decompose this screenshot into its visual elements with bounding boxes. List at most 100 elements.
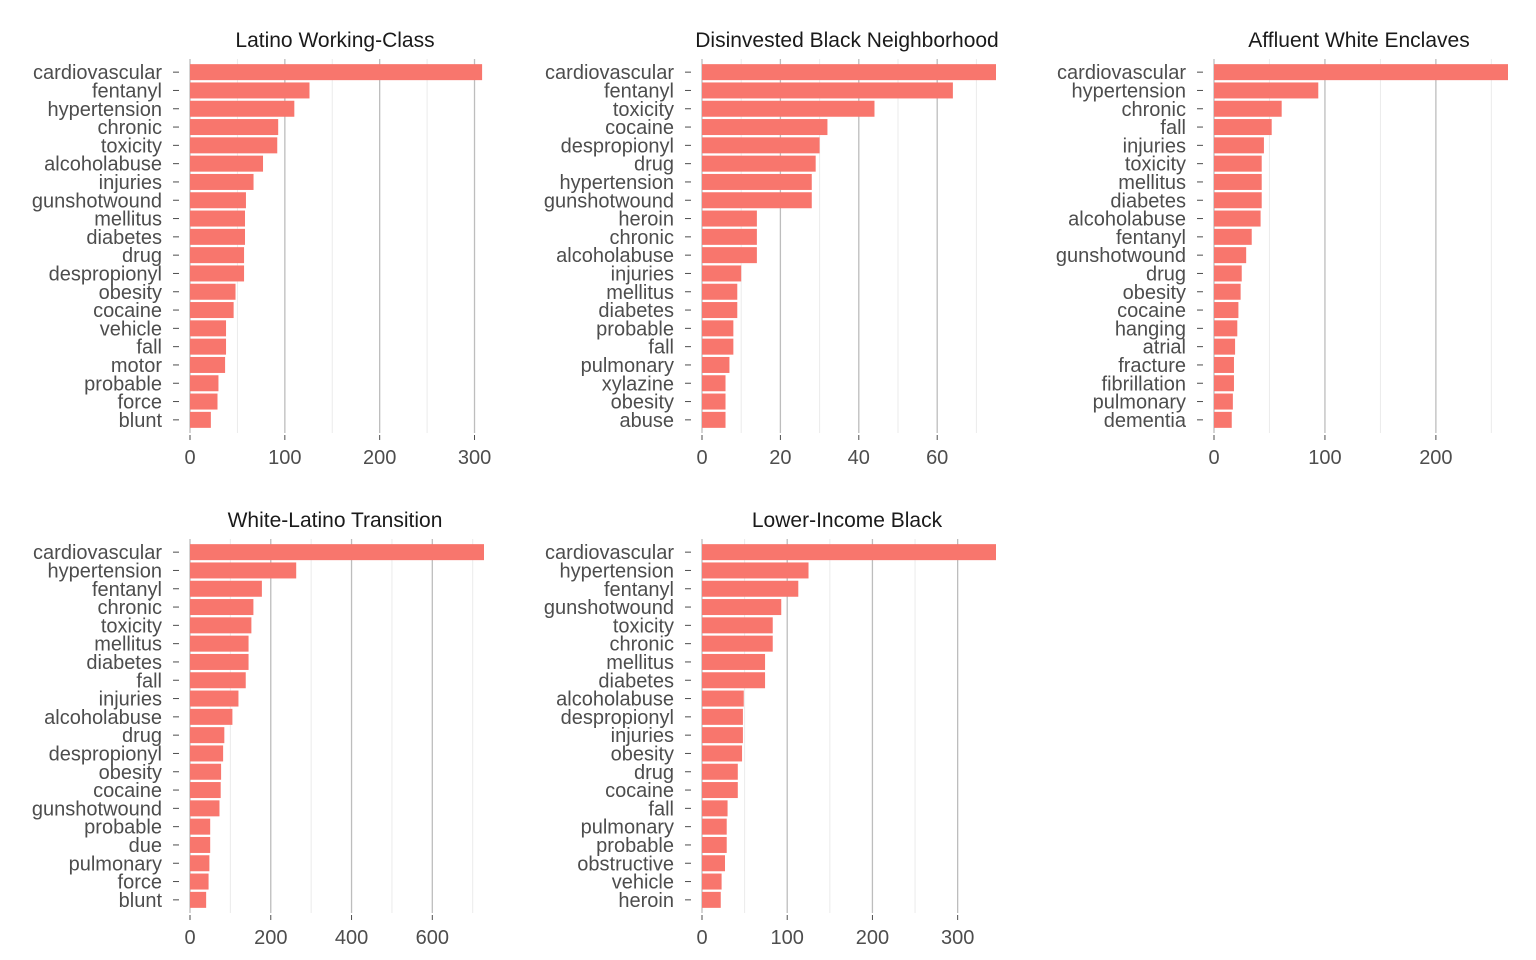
x-tick-label: 300 xyxy=(941,927,974,949)
category-label: toxicity xyxy=(613,615,674,637)
bar xyxy=(702,800,728,817)
category-label: gunshotwound xyxy=(32,798,162,820)
category-label: drug xyxy=(122,725,162,747)
category-label: drug xyxy=(634,154,674,176)
bar xyxy=(190,855,210,872)
bar xyxy=(190,119,279,136)
bar xyxy=(190,818,211,835)
category-label: fracture xyxy=(1118,355,1186,377)
category-label: alcoholabuse xyxy=(44,707,162,729)
category-label: toxicity xyxy=(101,135,162,157)
bar xyxy=(1214,192,1262,209)
x-tick-label: 200 xyxy=(1419,447,1452,469)
bar xyxy=(702,818,727,835)
category-label: despropionyl xyxy=(561,707,674,729)
category-label: force xyxy=(118,872,162,894)
x-tick-label: 100 xyxy=(771,927,804,949)
category-label: pulmonary xyxy=(581,817,674,839)
category-label: chronic xyxy=(98,597,162,619)
x-tick-label: 20 xyxy=(769,447,791,469)
category-label: cocaine xyxy=(1117,300,1186,322)
category-label: gunshotwound xyxy=(32,190,162,212)
category-label: atrial xyxy=(1143,337,1186,359)
bar xyxy=(702,782,738,799)
category-label: toxicity xyxy=(613,99,674,121)
bar xyxy=(702,302,738,319)
bar xyxy=(190,653,249,670)
category-label: despropionyl xyxy=(49,743,162,765)
category-label: hypertension xyxy=(1071,80,1186,102)
x-tick-label: 60 xyxy=(926,447,948,469)
bar xyxy=(190,320,227,337)
bar xyxy=(702,836,727,853)
bar xyxy=(702,562,809,579)
bar xyxy=(702,544,996,561)
category-label: chronic xyxy=(610,634,674,656)
x-tick-label: 0 xyxy=(184,447,195,469)
bar xyxy=(702,855,726,872)
category-label: heroin xyxy=(618,890,674,912)
category-label: mellitus xyxy=(606,282,674,304)
bar xyxy=(702,727,743,744)
category-label: fibrillation xyxy=(1102,373,1186,395)
category-label: despropionyl xyxy=(49,263,162,285)
category-label: injuries xyxy=(611,263,674,285)
category-label: heroin xyxy=(618,209,674,231)
x-tick-label: 300 xyxy=(458,447,491,469)
x-tick-label: 40 xyxy=(848,447,870,469)
bar xyxy=(702,173,812,190)
x-tick-label: 0 xyxy=(184,927,195,949)
facet-panel: Latino Working-Class cardiovascularfentan… xyxy=(32,29,491,469)
bar xyxy=(1214,338,1236,355)
category-label: chronic xyxy=(98,117,162,139)
bar xyxy=(190,228,246,245)
category-label: pulmonary xyxy=(1093,392,1186,414)
x-tick-label: 0 xyxy=(696,927,707,949)
category-label: cocaine xyxy=(605,117,674,139)
panel-title: Lower-Income Black xyxy=(752,509,943,532)
category-label: pulmonary xyxy=(69,853,162,875)
facet-panel: White-Latino Transition cardiovascularhyp… xyxy=(32,509,484,949)
bar xyxy=(702,247,757,264)
facet-panel: Lower-Income Black cardiovascularhyperten… xyxy=(544,509,996,949)
bar xyxy=(190,375,219,392)
bar xyxy=(702,82,953,99)
category-label: drug xyxy=(634,762,674,784)
category-label: diabetes xyxy=(86,227,162,249)
category-label: obstructive xyxy=(577,853,674,875)
category-label: cardiovascular xyxy=(33,542,162,564)
bar xyxy=(190,745,224,762)
x-tick-label: 0 xyxy=(1208,447,1219,469)
category-label: drug xyxy=(122,245,162,267)
bar xyxy=(190,247,245,264)
bar xyxy=(702,411,726,428)
category-label: fentanyl xyxy=(604,80,674,102)
category-label: alcoholabuse xyxy=(1068,209,1186,231)
category-label: dementia xyxy=(1104,410,1187,432)
bar xyxy=(190,708,233,725)
bar xyxy=(190,82,310,99)
x-tick-label: 0 xyxy=(696,447,707,469)
bar xyxy=(190,338,227,355)
category-label: diabetes xyxy=(598,670,674,692)
category-label: obesity xyxy=(611,743,674,765)
bar xyxy=(190,562,297,579)
category-label: injuries xyxy=(611,725,674,747)
category-label: alcoholabuse xyxy=(556,245,674,267)
bar xyxy=(702,580,799,597)
category-label: fall xyxy=(1160,117,1186,139)
category-label: cocaine xyxy=(93,780,162,802)
panel-title: Affluent White Enclaves xyxy=(1248,29,1469,52)
category-label: hypertension xyxy=(47,560,162,582)
category-label: cardiovascular xyxy=(1057,62,1186,84)
bar xyxy=(702,891,721,908)
bar xyxy=(702,192,812,209)
bar xyxy=(190,580,262,597)
bar xyxy=(190,690,239,707)
category-label: injuries xyxy=(99,172,162,194)
bar xyxy=(1214,210,1261,227)
category-label: mellitus xyxy=(606,652,674,674)
category-label: diabetes xyxy=(86,652,162,674)
bar xyxy=(702,320,734,337)
category-label: mellitus xyxy=(1118,172,1186,194)
